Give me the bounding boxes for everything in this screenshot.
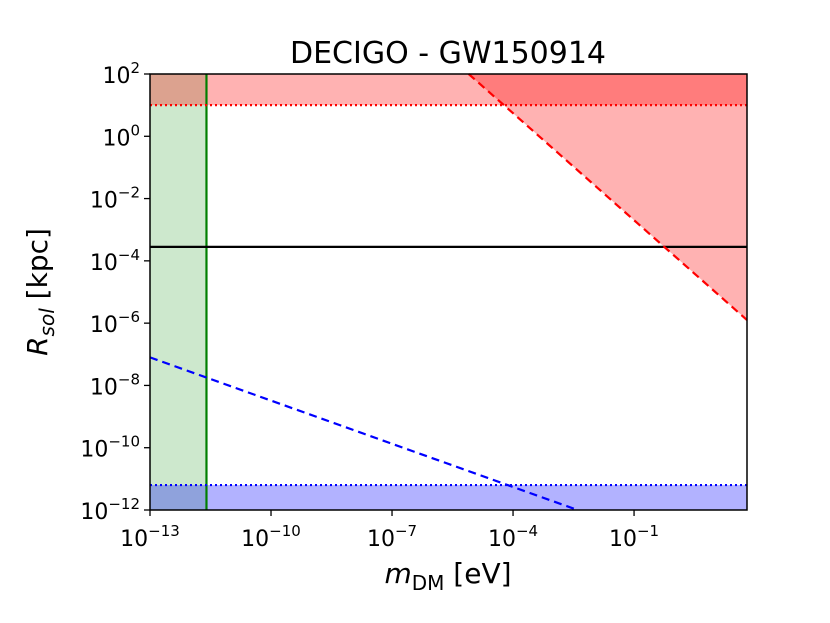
regions xyxy=(150,74,747,510)
lines xyxy=(149,73,748,512)
x-tick-label: 10−7 xyxy=(367,522,417,552)
y-tick-label: 10−4 xyxy=(90,246,140,276)
green-excluded-region xyxy=(150,74,207,510)
x-tick-label: 10−10 xyxy=(241,522,301,552)
red-dashed-line xyxy=(467,73,748,321)
x-tick-label: 10−13 xyxy=(120,522,180,552)
y-tick-label: 100 xyxy=(102,121,140,151)
y-tick-label: 102 xyxy=(102,59,140,89)
blue-dashed-line xyxy=(149,356,578,512)
x-axis-label: mDM [eV] xyxy=(384,557,511,595)
y-axis-label: Rsol [kpc] xyxy=(21,228,59,356)
red-top-band xyxy=(150,74,747,106)
blue-bottom-band xyxy=(150,485,747,510)
x-tick-label: 10−4 xyxy=(488,522,538,552)
x-tick-label: 10−1 xyxy=(609,522,659,552)
y-tick-label: 10−8 xyxy=(90,370,140,400)
y-tick-label: 10−10 xyxy=(80,433,140,463)
ticks: 10−13 10−10 10−7 10−4 10−1 10−12 10−10 10−8 10−6… xyxy=(80,59,659,552)
plot-frame xyxy=(149,73,748,511)
y-tick-label: 10−12 xyxy=(80,495,140,525)
y-tick-label: 10−6 xyxy=(90,308,140,338)
chart-title: DECIGO - GW150914 xyxy=(290,36,606,71)
y-tick-label: 10−2 xyxy=(90,184,140,214)
